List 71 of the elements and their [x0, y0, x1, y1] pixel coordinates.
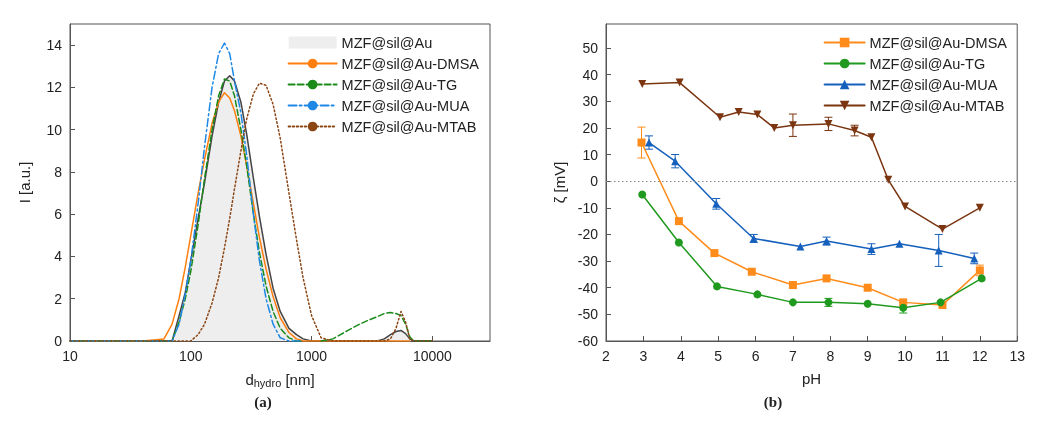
y-tick-label: 4 — [54, 248, 63, 265]
y-tick-label: 50 — [582, 39, 599, 56]
x-tick-label: 9 — [863, 348, 872, 364]
y-tick-label: -50 — [577, 306, 599, 323]
point — [824, 119, 833, 128]
y-tick-label: -40 — [577, 279, 599, 296]
point — [822, 274, 831, 283]
point — [867, 133, 876, 142]
y-tick-label: 2 — [54, 290, 63, 307]
point — [863, 283, 872, 292]
x-tick-label: 8 — [826, 348, 835, 364]
x-axis-title: pH — [802, 370, 822, 387]
x-tick-label: 100 — [179, 348, 203, 364]
x-tick-label: 10000 — [412, 348, 453, 364]
point — [753, 290, 762, 299]
x-tick-label: 2 — [602, 348, 611, 364]
y-tick-label: -20 — [577, 226, 599, 243]
y-tick-label: 12 — [46, 79, 63, 96]
text: (b) — [763, 393, 783, 411]
y-tick-label: 14 — [46, 37, 63, 54]
point — [901, 202, 910, 211]
x-tick-label: 11 — [935, 348, 950, 364]
y-tick-label: 10 — [46, 121, 63, 138]
y-tick-label: -10 — [577, 199, 599, 216]
point — [637, 138, 646, 147]
x-tick-label: 6 — [751, 348, 760, 364]
x-tick-label: 10 — [897, 348, 914, 364]
x-tick-label: 3 — [639, 348, 648, 364]
y-tick-label: 20 — [582, 119, 599, 136]
point — [674, 238, 683, 247]
point — [716, 113, 725, 122]
point — [863, 299, 872, 308]
y-tick-label: -60 — [577, 333, 599, 349]
x-tick-label: 7 — [789, 348, 798, 364]
legend-label: MZF@sil@Au — [341, 34, 433, 51]
legend-label: MZF@sil@Au-DMSA — [341, 55, 480, 72]
legend-label: MZF@sil@Au-TG — [869, 55, 986, 72]
point — [977, 274, 986, 283]
legend-label: MZF@sil@Au-MTAB — [341, 118, 477, 135]
point — [788, 121, 797, 130]
y-tick-label: 30 — [582, 93, 599, 110]
y-tick-label: 0 — [54, 333, 63, 349]
x-tick-label: 12 — [972, 348, 988, 364]
y-tick-label: 6 — [54, 206, 63, 223]
legend-label: MZF@sil@Au-MUA — [869, 76, 998, 93]
point — [747, 267, 756, 276]
point — [895, 239, 904, 248]
y-tick-label: 0 — [590, 173, 599, 190]
y-axis-title: I [a.u.] — [16, 161, 33, 204]
legend-label: MZF@sil@Au-DMSA — [869, 34, 1008, 51]
y-tick-label: 8 — [54, 163, 63, 180]
point — [938, 225, 947, 234]
x-axis-title: dhydro [nm] — [245, 371, 315, 389]
legend-label: MZF@sil@Au-TG — [341, 76, 458, 93]
x-tick-label: 13 — [1009, 348, 1026, 364]
point — [788, 281, 797, 290]
x-tick-label: 1000 — [296, 348, 328, 364]
y-axis-title: ζ [mV] — [550, 161, 568, 204]
y-tick-label: 40 — [582, 66, 599, 83]
point — [674, 217, 683, 226]
point — [638, 190, 647, 199]
legend-label: MZF@sil@Au-MTAB — [869, 97, 1005, 114]
y-tick-label: 10 — [582, 146, 599, 163]
point — [710, 249, 719, 258]
y-tick-label: -30 — [577, 253, 599, 270]
x-tick-label: 4 — [676, 348, 685, 364]
point — [713, 282, 722, 291]
text: (a) — [254, 393, 272, 411]
point — [788, 298, 797, 307]
legend-label: MZF@sil@Au-MUA — [341, 97, 470, 114]
x-tick-label: 5 — [714, 348, 723, 364]
